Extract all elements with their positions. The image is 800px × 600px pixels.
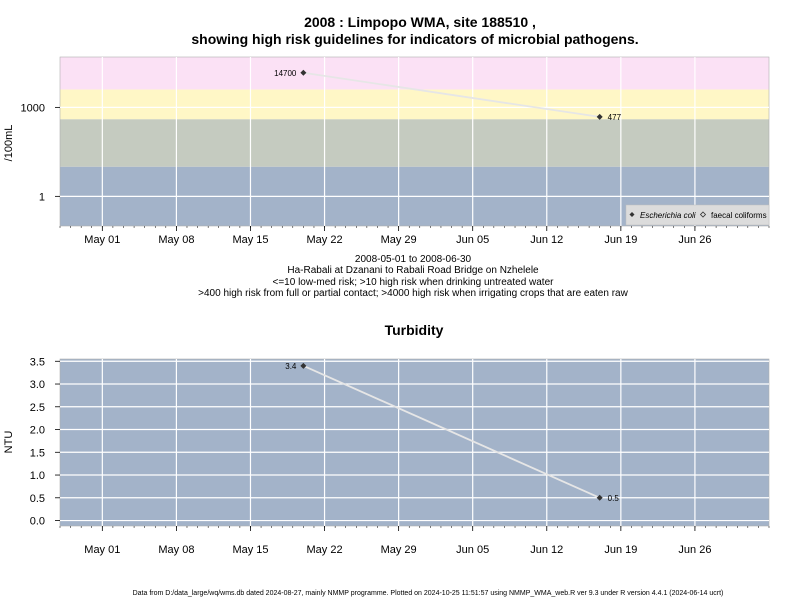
x-tick-label: May 15: [232, 544, 268, 556]
pathogen-legend: Escherichia coli faecal coliforms: [625, 204, 770, 226]
chart-subtitle: showing high risk guidelines for indicat…: [191, 31, 638, 47]
series-line: [303, 71, 600, 118]
turbidity-series-line: [303, 365, 601, 499]
risk-band-2: [60, 89, 769, 120]
caption-risk-drinking: <=10 low-med risk; >10 high risk when dr…: [273, 277, 555, 288]
caption-risk-contact: >400 high risk from full or partial cont…: [198, 288, 628, 299]
pathogen-series-line: [303, 71, 600, 118]
x-tick-label: May 29: [381, 544, 417, 556]
pathogen-markers: 14700 477: [274, 69, 621, 122]
x-tick-label: May 29: [381, 234, 417, 246]
data-point: [596, 494, 603, 501]
data-label: 14700: [274, 69, 297, 78]
x-tick-label: Jun 12: [530, 234, 563, 246]
caption-site: Ha-Rabali at Dzanani to Rabali Road Brid…: [287, 265, 539, 276]
legend-label-faecal: faecal coliforms: [711, 211, 767, 220]
y-tick-label: 2.5: [30, 402, 45, 414]
turbidity-markers: 3.4 0.5: [285, 362, 619, 503]
x-tick-label: May 22: [307, 544, 343, 556]
y-tick-label: 1000: [21, 102, 45, 114]
legend-box: [625, 204, 770, 226]
pathogen-plot-area: [59, 56, 770, 227]
data-label: 477: [608, 113, 622, 122]
turbidity-y-axis-label: NTU: [3, 431, 15, 454]
x-tick-label: May 22: [307, 234, 343, 246]
risk-band-3: [60, 57, 769, 90]
x-tick-label: Jun 26: [678, 234, 711, 246]
legend-label-ecoli: Escherichia coli: [640, 211, 696, 220]
x-tick-label: Jun 05: [456, 544, 489, 556]
x-tick-label: May 01: [84, 544, 120, 556]
turbidity-grid: [60, 359, 769, 526]
x-tick-label: Jun 19: [604, 234, 637, 246]
caption-date-range: 2008-05-01 to 2008-06-30: [355, 254, 472, 265]
x-tick-label: May 08: [158, 234, 194, 246]
x-tick-label: May 15: [232, 234, 268, 246]
series-line: [303, 365, 601, 499]
turbidity-y-ticks: 0.0 0.5 1.0 1.5 2.0 2.5 3.0 3.5: [30, 356, 60, 528]
y-tick-label: 1: [39, 191, 45, 203]
y-tick-label: 2.0: [30, 425, 45, 437]
risk-band-1: [60, 119, 769, 167]
turbidity-frame: [59, 358, 770, 527]
y-tick-label: 3.0: [30, 379, 45, 391]
chart-title: 2008 : Limpopo WMA, site 188510 ,: [304, 14, 536, 30]
pathogen-x-ticks: May 01 May 08 May 15 May 22 May 29 Jun 05 Jun …: [59, 226, 770, 246]
y-tick-label: 0.0: [30, 516, 45, 528]
data-point: [300, 69, 307, 76]
pathogen-y-axis-label: /100mL: [3, 125, 15, 162]
pathogen-y-ticks: 1 1000: [21, 102, 60, 203]
y-tick-label: 1.5: [30, 447, 45, 459]
y-tick-label: 0.5: [30, 493, 45, 505]
footer-note: Data from D:/data_large/wq/wms.db dated …: [133, 590, 724, 597]
data-point: [596, 113, 603, 120]
turbidity-title: Turbidity: [385, 322, 444, 338]
x-tick-label: Jun 19: [604, 544, 637, 556]
y-tick-label: 1.0: [30, 470, 45, 482]
turbidity-x-ticks: May 01 May 08 May 15 May 22 May 29 Jun 05 Jun …: [59, 526, 770, 556]
legend-open-diamond-icon: [699, 211, 707, 218]
legend-filled-diamond-icon: [629, 212, 635, 217]
data-label: 3.4: [285, 362, 297, 371]
data-label: 0.5: [608, 494, 620, 503]
x-tick-label: Jun 05: [456, 234, 489, 246]
x-tick-label: May 01: [84, 234, 120, 246]
pathogen-grid: [60, 57, 769, 226]
x-tick-label: Jun 26: [678, 544, 711, 556]
y-tick-label: 3.5: [30, 356, 45, 368]
x-tick-label: May 08: [158, 544, 194, 556]
data-point: [300, 362, 307, 369]
pathogen-frame: [59, 56, 770, 227]
x-tick-label: Jun 12: [530, 544, 563, 556]
